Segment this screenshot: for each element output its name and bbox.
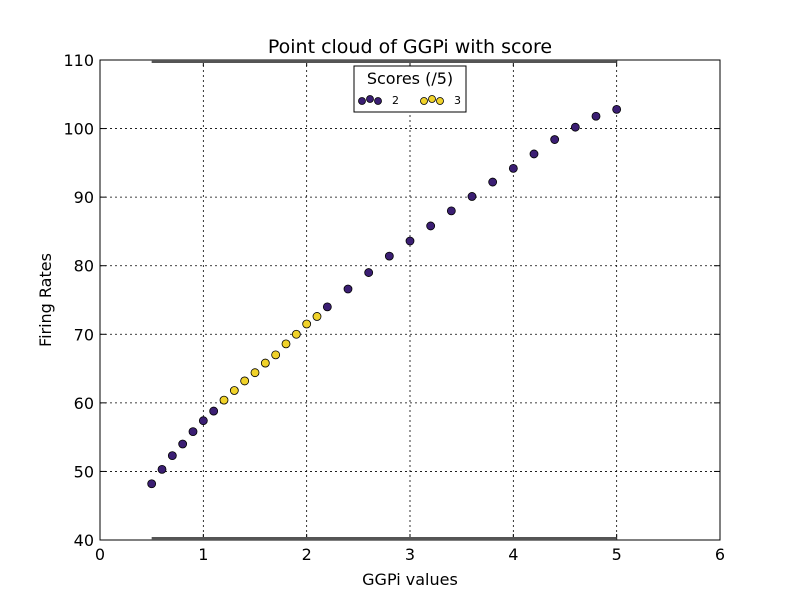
x-tick-label: 5 [612,545,622,564]
data-point-score-2 [157,464,167,474]
legend-marker [374,97,382,105]
x-tick-label: 4 [508,545,518,564]
y-tick-label: 80 [74,257,94,276]
y-axis-label: Firing Rates [36,253,55,347]
data-point-score-3 [219,395,229,405]
data-point-score-3 [291,329,301,339]
y-tick-label: 60 [74,394,94,413]
data-point-score-2 [612,104,622,114]
legend-box [353,65,467,113]
data-point-score-2 [446,206,456,216]
data-point-score-3 [240,376,250,386]
y-tick-label: 40 [74,531,94,550]
data-point-score-3 [250,368,260,378]
legend-label: 2 [392,94,399,107]
y-tick-label: 90 [74,188,94,207]
legend-marker [366,95,374,103]
data-point-score-2 [364,268,374,277]
data-point-score-3 [260,358,270,368]
data-point-score-2 [405,236,415,246]
data-points [147,104,622,489]
y-tick-label: 70 [74,325,94,344]
data-point-score-2 [529,149,539,159]
y-tick-label: 110 [63,51,94,70]
grid-lines [100,60,720,540]
data-point-score-2 [343,284,353,294]
data-point-score-2 [178,439,188,449]
data-point-score-2 [426,221,436,231]
data-point-score-2 [508,163,518,173]
legend-marker [428,95,436,103]
legend-title: Scores (/5) [367,69,453,88]
data-point-score-2 [384,251,394,261]
data-point-score-3 [271,350,281,360]
legend-marker [420,97,428,105]
data-point-score-3 [281,339,291,349]
y-tick-label: 100 [63,120,94,139]
legend-marker [436,97,444,105]
data-point-score-2 [188,427,198,437]
data-point-score-2 [488,177,498,187]
y-tick-label: 50 [74,462,94,481]
data-point-score-3 [312,312,322,321]
data-point-score-2 [467,192,477,201]
chart-title: Point cloud of GGPi with score [268,36,552,58]
data-point-score-3 [302,319,312,329]
data-point-score-2 [147,479,157,489]
x-tick-label: 2 [302,545,312,564]
x-tick-label: 3 [405,545,415,564]
data-point-score-2 [198,416,208,426]
data-point-score-2 [167,451,177,461]
legend-label: 3 [454,94,461,107]
x-tick-label: 1 [198,545,208,564]
data-point-score-2 [322,302,332,312]
data-point-score-2 [591,111,601,121]
data-point-score-2 [209,406,219,416]
data-point-score-2 [570,122,580,132]
x-tick-label: 0 [95,545,105,564]
data-point-score-2 [550,135,560,144]
legend-marker [358,97,366,105]
data-point-score-3 [229,386,239,395]
x-axis-label: GGPi values [362,570,458,589]
x-tick-label: 6 [715,545,725,564]
